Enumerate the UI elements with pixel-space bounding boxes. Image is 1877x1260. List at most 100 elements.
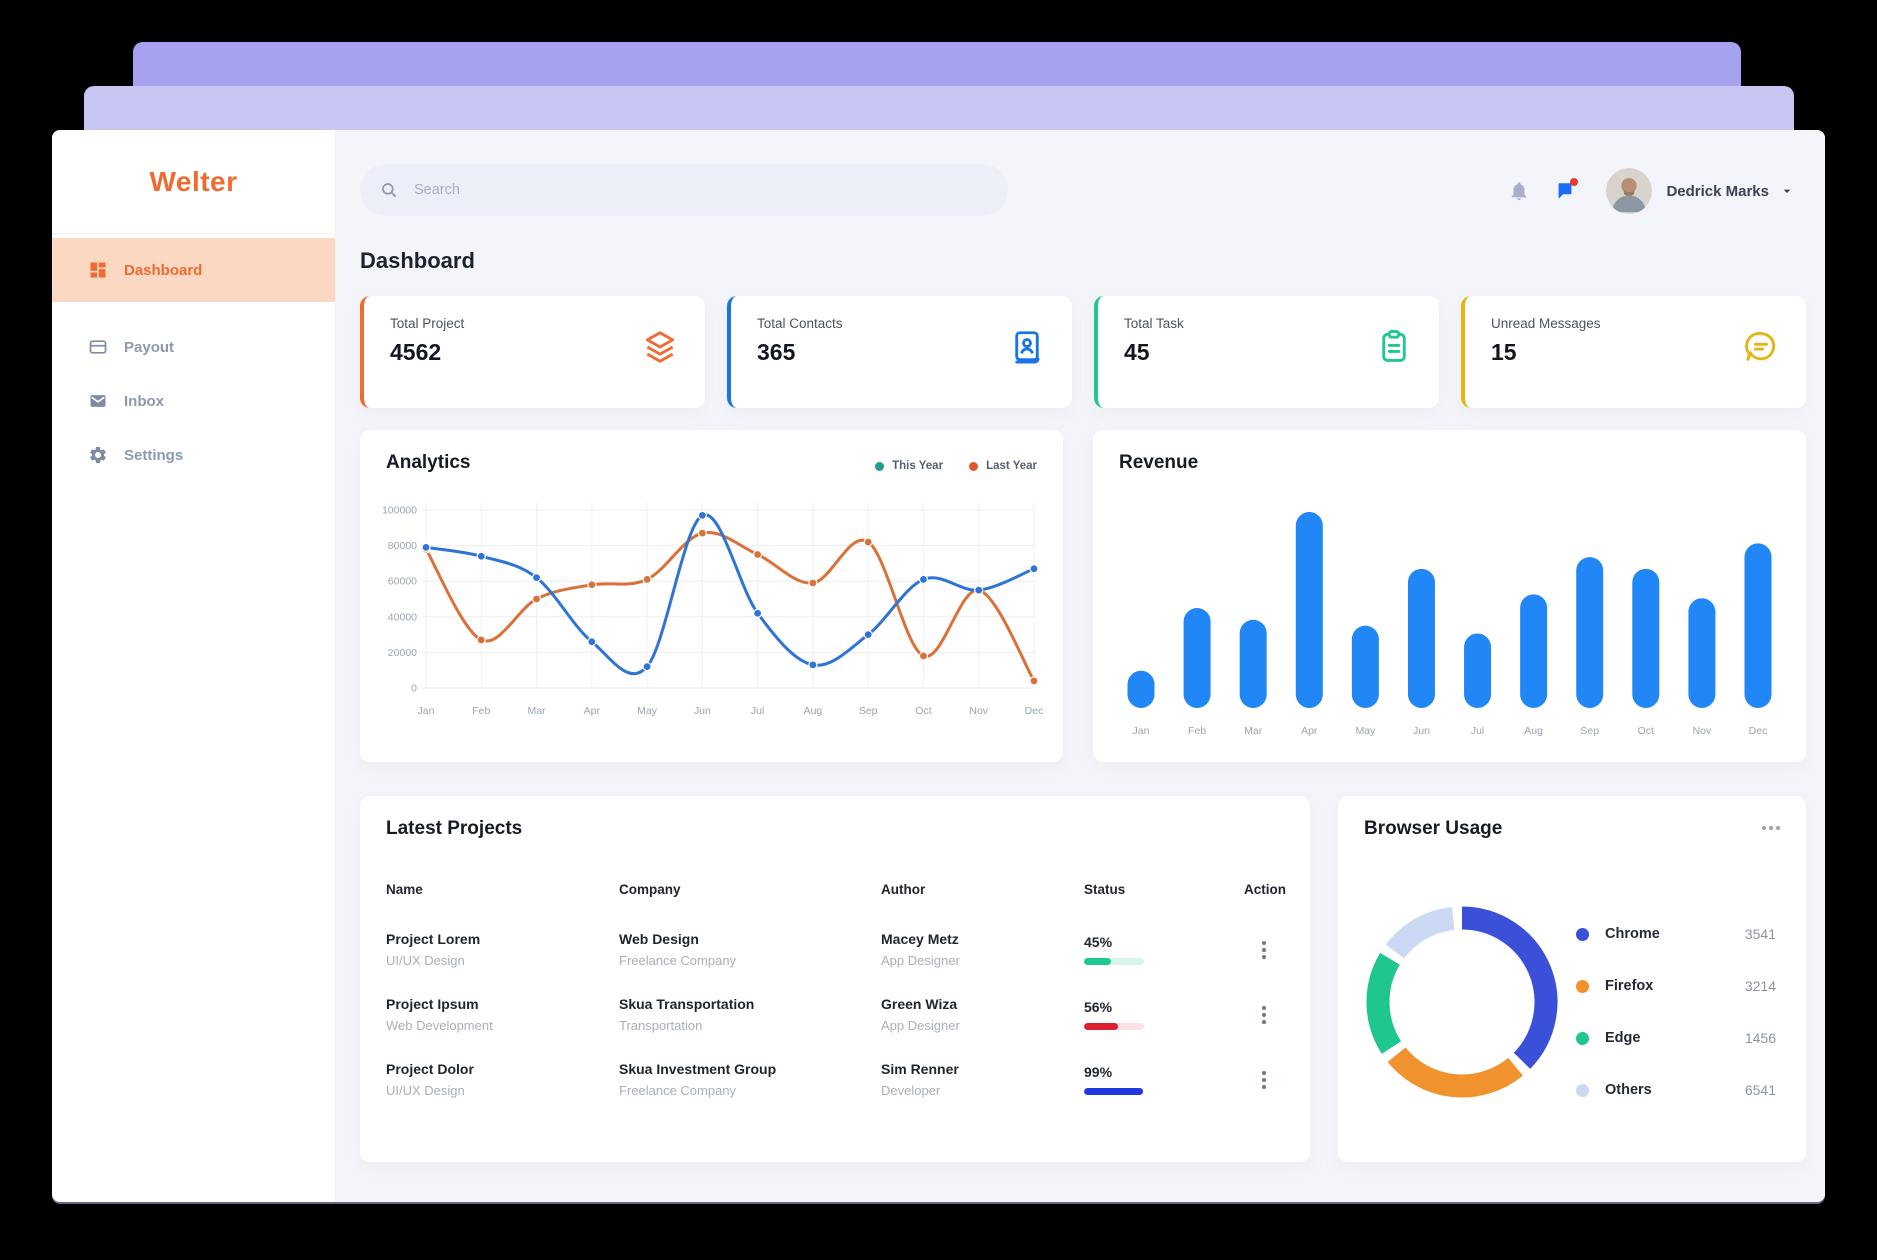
cell-secondary-text: UI/UX Design bbox=[386, 1083, 465, 1098]
progress-percent: 99% bbox=[1084, 1064, 1113, 1080]
svg-text:Jun: Jun bbox=[1413, 725, 1430, 737]
legend-value: 3541 bbox=[1744, 926, 1776, 942]
projects-table-body: Project Lorem UI/UX Design Web Design Freel… bbox=[386, 931, 1284, 1098]
analytics-line-chart: 100000 80000 60000 40000 20000 0 Jan Feb Mar Apr M… bbox=[374, 496, 1046, 743]
search-icon bbox=[380, 181, 398, 199]
legend-dot bbox=[969, 461, 979, 471]
clipboard-icon bbox=[1375, 328, 1413, 366]
cell-secondary-text: Freelance Company bbox=[619, 953, 737, 968]
column-header-status: Status bbox=[1084, 882, 1126, 897]
analytics-panel: Analytics This Year Last Year 100000 8000… bbox=[360, 430, 1063, 762]
legend-item-this-year: This Year bbox=[875, 460, 943, 472]
sidebar-item-payout[interactable]: Payout bbox=[52, 324, 335, 370]
latest-projects-panel: Latest Projects Name Company Author Stat… bbox=[360, 796, 1310, 1162]
status-cell: 99% bbox=[1084, 1064, 1244, 1095]
progress-fill bbox=[1084, 958, 1111, 965]
app-window: Welter Dashboard Payout bbox=[52, 130, 1825, 1202]
svg-text:Dec: Dec bbox=[1025, 705, 1044, 717]
stat-label: Total Project bbox=[390, 316, 465, 331]
user-name[interactable]: Dedrick Marks bbox=[1666, 182, 1769, 200]
sidebar-item-inbox[interactable]: Inbox bbox=[52, 378, 335, 424]
cell-primary-text: Macey Metz bbox=[881, 931, 959, 947]
progress-fill bbox=[1084, 1023, 1118, 1030]
panel-menu-ellipsis-icon[interactable] bbox=[1762, 826, 1780, 830]
contacts-book-icon bbox=[1008, 328, 1046, 366]
legend-value: 1456 bbox=[1744, 1030, 1776, 1046]
legend-value: 3214 bbox=[1744, 978, 1776, 994]
table-row: Project Ipsum Web Development Skua Transpo… bbox=[386, 996, 1284, 1033]
chevron-down-icon[interactable] bbox=[1779, 183, 1795, 199]
svg-text:Jul: Jul bbox=[1471, 725, 1484, 737]
sidebar-item-label: Inbox bbox=[124, 392, 164, 410]
svg-text:Jan: Jan bbox=[418, 705, 435, 717]
sidebar-item-dashboard[interactable]: Dashboard bbox=[52, 238, 335, 302]
progress-track bbox=[1084, 1088, 1144, 1095]
notifications-bell-icon[interactable] bbox=[1508, 180, 1530, 202]
cell-secondary-text: Web Development bbox=[386, 1018, 493, 1033]
chat-bubble-icon bbox=[1742, 328, 1780, 366]
stat-label: Total Contacts bbox=[757, 316, 843, 331]
column-header-name: Name bbox=[386, 882, 423, 897]
content-area: Dedrick Marks Dashboard Total Project 45… bbox=[336, 130, 1825, 1202]
svg-text:Oct: Oct bbox=[1638, 725, 1654, 737]
progress-track bbox=[1084, 1023, 1144, 1030]
row-actions-kebab-icon[interactable] bbox=[1258, 1067, 1270, 1093]
svg-text:Mar: Mar bbox=[1244, 725, 1263, 737]
notification-badge bbox=[1570, 178, 1579, 186]
stat-card-row: Total Project 4562 Total Contacts 365 To… bbox=[360, 296, 1806, 408]
svg-text:Dec: Dec bbox=[1749, 725, 1768, 737]
stat-label: Unread Messages bbox=[1491, 316, 1601, 331]
sidebar: Welter Dashboard Payout bbox=[52, 130, 336, 1202]
sidebar-item-label: Dashboard bbox=[124, 261, 203, 279]
svg-text:20000: 20000 bbox=[388, 647, 417, 659]
row-actions-kebab-icon[interactable] bbox=[1258, 1002, 1270, 1028]
cell-primary-text: Project Ipsum bbox=[386, 996, 479, 1012]
payout-icon bbox=[88, 337, 108, 357]
analytics-title: Analytics bbox=[386, 452, 471, 473]
browser-usage-title: Browser Usage bbox=[1364, 818, 1503, 839]
table-cell: Web Design Freelance Company bbox=[619, 931, 881, 968]
progress-percent: 45% bbox=[1084, 934, 1113, 950]
projects-table-header: Name Company Author Status Action bbox=[386, 868, 1286, 903]
browser-usage-legend: Chrome 3541 Firefox 3214 Edge 1456 Others 6541 bbox=[1576, 908, 1776, 1116]
svg-text:Sep: Sep bbox=[859, 705, 878, 717]
cell-primary-text: Project Dolor bbox=[386, 1061, 474, 1077]
svg-text:May: May bbox=[637, 705, 658, 717]
svg-text:100000: 100000 bbox=[382, 505, 417, 517]
svg-text:Aug: Aug bbox=[804, 705, 823, 717]
browser-usage-panel: Browser Usage Chrome 3541 Firefox 3214 Edge 1… bbox=[1338, 796, 1806, 1162]
stat-value: 45 bbox=[1124, 339, 1150, 365]
browser-legend-item: Firefox 3214 bbox=[1576, 960, 1776, 1012]
browser-legend-item: Chrome 3541 bbox=[1576, 908, 1776, 960]
projects-table: Name Company Author Status Action Projec… bbox=[386, 868, 1286, 1098]
cell-secondary-text: Developer bbox=[881, 1083, 941, 1098]
legend-item-last-year: Last Year bbox=[969, 460, 1037, 472]
avatar[interactable] bbox=[1606, 168, 1653, 214]
cell-primary-text: Project Lorem bbox=[386, 931, 481, 947]
table-cell: Skua Investment Group Freelance Company bbox=[619, 1061, 881, 1098]
table-cell: Sim Renner Developer bbox=[881, 1061, 1084, 1098]
table-cell: Skua Transportation Transportation bbox=[619, 996, 881, 1033]
cell-primary-text: Skua Transportation bbox=[619, 996, 755, 1012]
legend-label: Firefox bbox=[1605, 978, 1654, 994]
svg-text:80000: 80000 bbox=[388, 540, 417, 552]
sidebar-item-settings[interactable]: Settings bbox=[52, 432, 335, 478]
stat-card-total-contacts: Total Contacts 365 bbox=[727, 296, 1072, 408]
table-cell: Project Lorem UI/UX Design bbox=[386, 931, 619, 968]
revenue-panel: Revenue Jan Feb Mar Apr May Jun Jul Aug Sep Oct No… bbox=[1093, 430, 1806, 762]
progress-fill bbox=[1084, 1088, 1144, 1095]
svg-text:Jul: Jul bbox=[751, 705, 764, 717]
legend-label: Edge bbox=[1605, 1030, 1641, 1046]
legend-value: 6541 bbox=[1744, 1082, 1776, 1098]
row-actions-kebab-icon[interactable] bbox=[1258, 937, 1270, 963]
legend-label: This Year bbox=[892, 460, 944, 472]
table-row: Project Dolor UI/UX Design Skua Investment… bbox=[386, 1061, 1284, 1098]
flag-message-icon[interactable] bbox=[1554, 178, 1579, 202]
svg-text:Nov: Nov bbox=[969, 705, 988, 717]
stat-value: 15 bbox=[1491, 339, 1517, 365]
search-input[interactable] bbox=[412, 181, 988, 199]
charts-row: Analytics This Year Last Year 100000 8000… bbox=[360, 430, 1806, 762]
svg-text:Sep: Sep bbox=[1580, 725, 1599, 737]
cell-secondary-text: App Designer bbox=[881, 953, 960, 968]
